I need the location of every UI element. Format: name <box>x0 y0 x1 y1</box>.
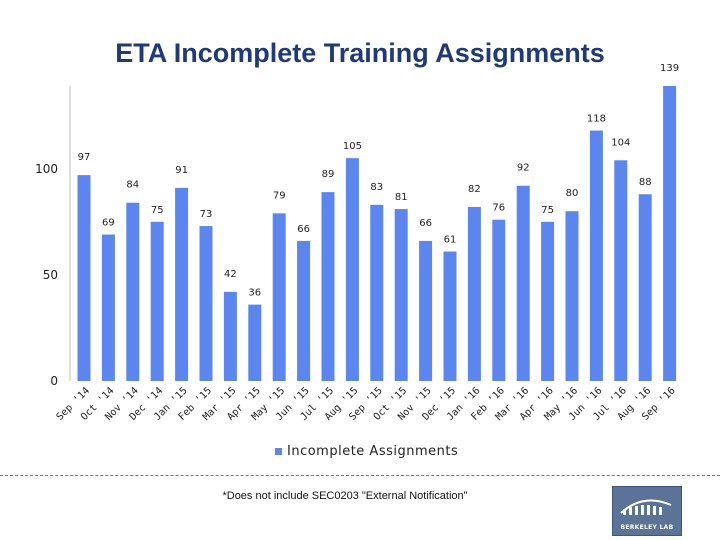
chart-title: ETA Incomplete Training Assignments <box>115 38 605 68</box>
bar <box>175 187 189 381</box>
bar <box>516 185 530 381</box>
data-label: 139 <box>660 63 679 74</box>
bar <box>638 194 652 381</box>
bar <box>394 209 408 381</box>
data-label: 82 <box>468 184 481 195</box>
data-label: 66 <box>297 224 310 235</box>
bar <box>614 160 628 381</box>
bar <box>541 221 555 381</box>
bar <box>345 158 359 381</box>
data-label: 66 <box>419 218 432 229</box>
data-label: 79 <box>273 190 286 201</box>
data-label: 118 <box>587 114 606 125</box>
data-label: 61 <box>444 235 457 246</box>
data-label: 42 <box>224 269 237 280</box>
bar <box>443 251 457 381</box>
bar <box>297 240 311 381</box>
data-label: 76 <box>492 203 505 214</box>
data-label: 88 <box>639 177 652 188</box>
footer-divider <box>0 475 720 476</box>
bar <box>248 304 262 381</box>
data-label: 69 <box>102 218 115 229</box>
data-label: 81 <box>395 192 408 203</box>
data-label: 92 <box>517 163 530 174</box>
bar <box>467 206 481 381</box>
legend-swatch <box>275 448 282 455</box>
bar <box>370 204 384 381</box>
bar <box>77 175 91 381</box>
data-label: 84 <box>126 180 139 191</box>
y-tick-label: 50 <box>43 268 58 282</box>
bar <box>663 86 677 381</box>
data-label: 83 <box>370 182 383 193</box>
berkeley-lab-logo: BERKELEY LAB <box>612 486 682 536</box>
footnote: *Does not include SEC0203 "External Noti… <box>222 490 468 502</box>
y-tick-label: 100 <box>35 162 58 176</box>
bar <box>565 211 579 381</box>
bar <box>223 291 237 381</box>
data-label: 105 <box>343 141 362 152</box>
data-label: 89 <box>322 169 335 180</box>
bar <box>199 226 213 381</box>
bar <box>101 234 115 381</box>
bar <box>150 221 164 381</box>
data-label: 73 <box>200 209 213 220</box>
legend: Incomplete Assignments <box>275 444 458 459</box>
data-label: 80 <box>566 188 579 199</box>
data-label: 97 <box>78 152 91 163</box>
bar <box>126 202 140 381</box>
bar <box>419 240 433 381</box>
data-label: 75 <box>151 205 164 216</box>
bar <box>492 219 506 381</box>
bar-chart: 0 50 100 97 69 84 75 91 73 42 36 79 66 89 105 83 81 66 61… <box>35 63 679 423</box>
y-tick-label: 0 <box>50 374 58 388</box>
data-label: 104 <box>611 137 630 148</box>
bar <box>272 213 286 381</box>
lab-building-icon <box>620 499 672 515</box>
data-label: 36 <box>248 288 261 299</box>
legend-label: Incomplete Assignments <box>287 444 459 459</box>
bar <box>321 192 335 381</box>
bar <box>589 130 603 381</box>
data-label: 91 <box>175 165 188 176</box>
logo-name: BERKELEY LAB <box>620 524 674 531</box>
data-label: 75 <box>541 205 554 216</box>
